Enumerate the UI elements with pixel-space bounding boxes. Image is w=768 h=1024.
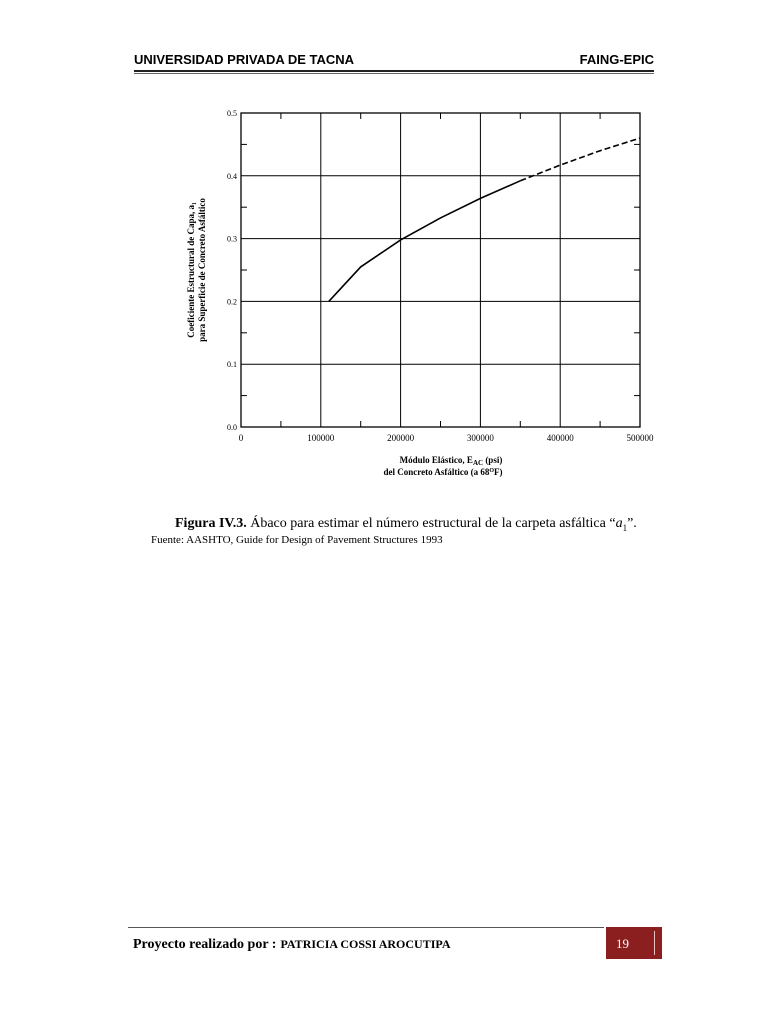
figure-symbol: a xyxy=(615,516,623,531)
page-box-divider xyxy=(654,931,655,955)
curve-dashed xyxy=(520,137,641,182)
y-tick-label: 0.5 xyxy=(227,109,237,118)
x-tick-labels: 0 100000 200000 300000 400000 500000 xyxy=(239,433,654,443)
x-axis-label-line1: Módulo Elástico, EAC (psi) xyxy=(400,455,503,467)
figure-label: Figura IV.3. xyxy=(175,516,247,531)
x-tick-label: 100000 xyxy=(307,433,335,443)
figure-caption: Figura IV.3. Ábaco para estimar el númer… xyxy=(175,516,637,533)
header-rule-thin xyxy=(134,73,654,74)
footer-author: PATRICIA COSSI AROCUTIPA xyxy=(280,937,451,951)
x-tick-label: 200000 xyxy=(387,433,415,443)
footer-label: Proyecto realizado por : xyxy=(133,937,277,952)
chart: 0.0 0.1 0.2 0.3 0.4 0.5 0 100000 200000 300000 40… xyxy=(186,109,654,477)
header-university: UNIVERSIDAD PRIVADA DE TACNA xyxy=(134,52,355,67)
header-rule xyxy=(134,70,654,72)
page-footer: Proyecto realizado por : PATRICIA COSSI A… xyxy=(133,937,451,953)
curve-solid xyxy=(328,180,521,302)
y-tick-label: 0.3 xyxy=(227,235,237,244)
y-tick-label: 0.2 xyxy=(227,297,237,306)
chart-ticks xyxy=(241,113,640,427)
figure-source: Fuente: AASHTO, Guide for Design of Pave… xyxy=(151,534,443,546)
x-tick-label: 0 xyxy=(239,433,244,443)
header-faculty: FAING-EPIC xyxy=(579,52,654,67)
x-axis-label-line2: del Concreto Asfáltico (a 68OF) xyxy=(384,467,503,477)
x-tick-label: 400000 xyxy=(547,433,575,443)
plot-frame xyxy=(240,112,641,428)
x-tick-label: 500000 xyxy=(627,433,655,443)
y-axis-label-line1: Coeficiente Estructural de Capa, a₁ xyxy=(186,202,196,338)
figure-caption-text: Ábaco para estimar el número estructural… xyxy=(246,516,616,531)
page-number-box: 19 xyxy=(606,927,662,959)
page-number: 19 xyxy=(616,936,629,951)
y-tick-labels: 0.0 0.1 0.2 0.3 0.4 0.5 xyxy=(227,109,237,432)
chart-grid xyxy=(240,112,641,428)
x-tick-label: 300000 xyxy=(467,433,495,443)
footer-rule xyxy=(128,927,604,928)
figure-caption-end: ”. xyxy=(627,516,637,531)
y-axis-label-line2: para Superficie de Concreto Asfáltico xyxy=(197,198,207,342)
chart-series xyxy=(328,137,641,302)
y-tick-label: 0.1 xyxy=(227,360,237,369)
y-tick-label: 0.0 xyxy=(227,423,237,432)
figure-symbol-subscript: 1 xyxy=(622,522,628,533)
y-tick-label: 0.4 xyxy=(227,172,237,181)
